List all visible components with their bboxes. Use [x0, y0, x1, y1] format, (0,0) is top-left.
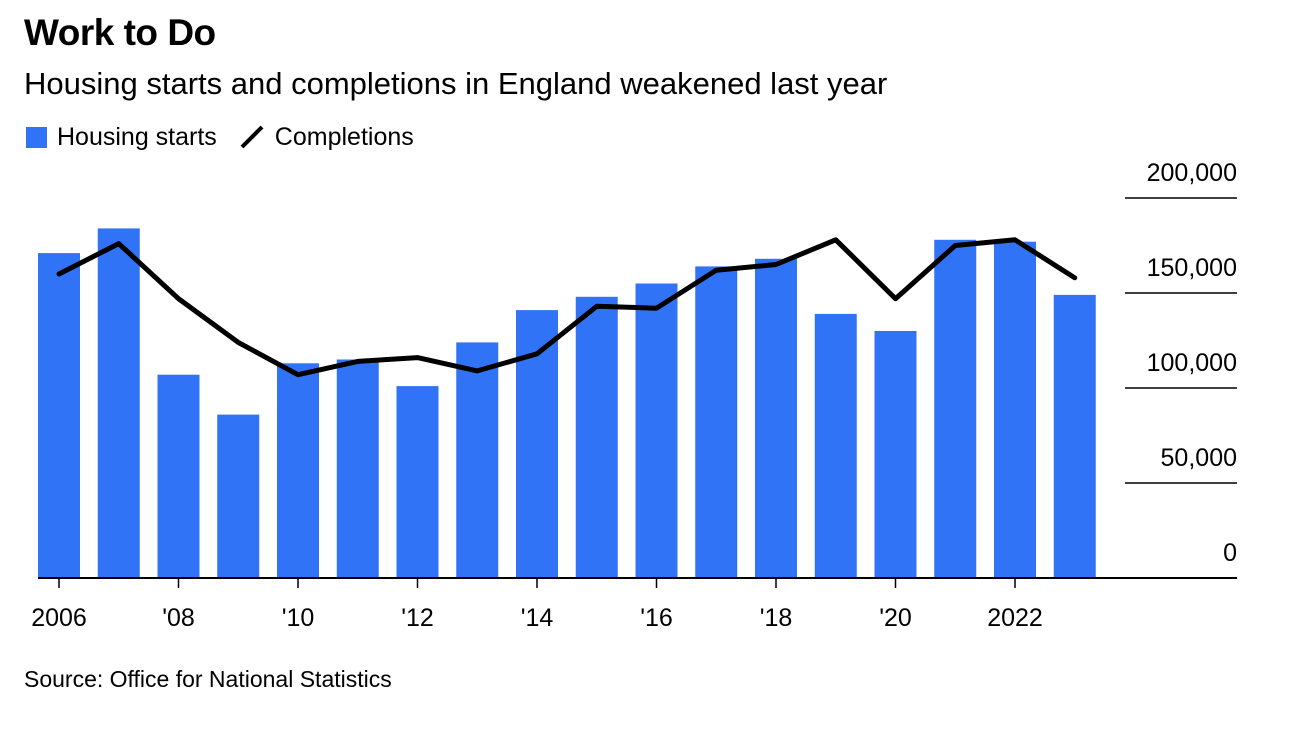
legend: Housing starts Completions — [26, 121, 436, 153]
y-tick-label-0: 0 — [1223, 539, 1237, 567]
bar-2014 — [516, 310, 558, 578]
bar-2019 — [814, 313, 857, 578]
chart-subtitle: Housing starts and completions in Englan… — [24, 66, 888, 101]
x-tick-label-2016: '16 — [640, 604, 673, 632]
y-tick-label-100000: 100,000 — [1147, 349, 1237, 377]
bar-2008 — [157, 374, 200, 578]
legend-label-housing-starts: Housing starts — [57, 122, 217, 151]
bar-2012 — [396, 386, 439, 578]
bar-2009 — [217, 414, 260, 578]
x-tick-label-2022: 2022 — [987, 604, 1043, 632]
bar-2018 — [755, 258, 797, 578]
legend-item-housing-starts: Housing starts — [26, 123, 217, 152]
legend-swatch-line — [240, 125, 264, 149]
chart-title: Work to Do — [24, 12, 216, 53]
x-tick-label-2006: 2006 — [31, 604, 87, 632]
x-tick-label-2020: '20 — [879, 604, 912, 632]
y-tick-label-50000: 50,000 — [1161, 444, 1237, 472]
x-tick-label-2012: '12 — [401, 604, 434, 632]
bar-2011 — [336, 359, 379, 578]
x-tick-label-2008: '08 — [162, 604, 195, 632]
bar-2015 — [575, 296, 618, 578]
bar-2010 — [277, 363, 319, 578]
bar-2023 — [1053, 294, 1096, 578]
source-note: Source: Office for National Statistics — [24, 666, 392, 692]
legend-label-completions: Completions — [274, 122, 414, 151]
completions-line — [56, 237, 1078, 378]
legend-item-completions: Completions — [239, 123, 414, 152]
bar-2021 — [934, 239, 977, 579]
bar-2020 — [874, 331, 917, 578]
bar-2016 — [635, 283, 678, 578]
bar-2022 — [994, 241, 1036, 578]
x-tick-label-2014: '14 — [521, 604, 554, 632]
y-tick-label-200000: 200,000 — [1147, 159, 1237, 187]
bar-2013 — [456, 342, 499, 578]
x-tick-label-2010: '10 — [282, 604, 315, 632]
bar-2017 — [695, 266, 738, 578]
x-tick-label-2018: '18 — [760, 604, 793, 632]
y-tick-label-150000: 150,000 — [1147, 254, 1237, 282]
legend-swatch-bar — [26, 126, 47, 148]
bar-2006 — [38, 253, 80, 578]
bar-2007 — [97, 228, 140, 578]
